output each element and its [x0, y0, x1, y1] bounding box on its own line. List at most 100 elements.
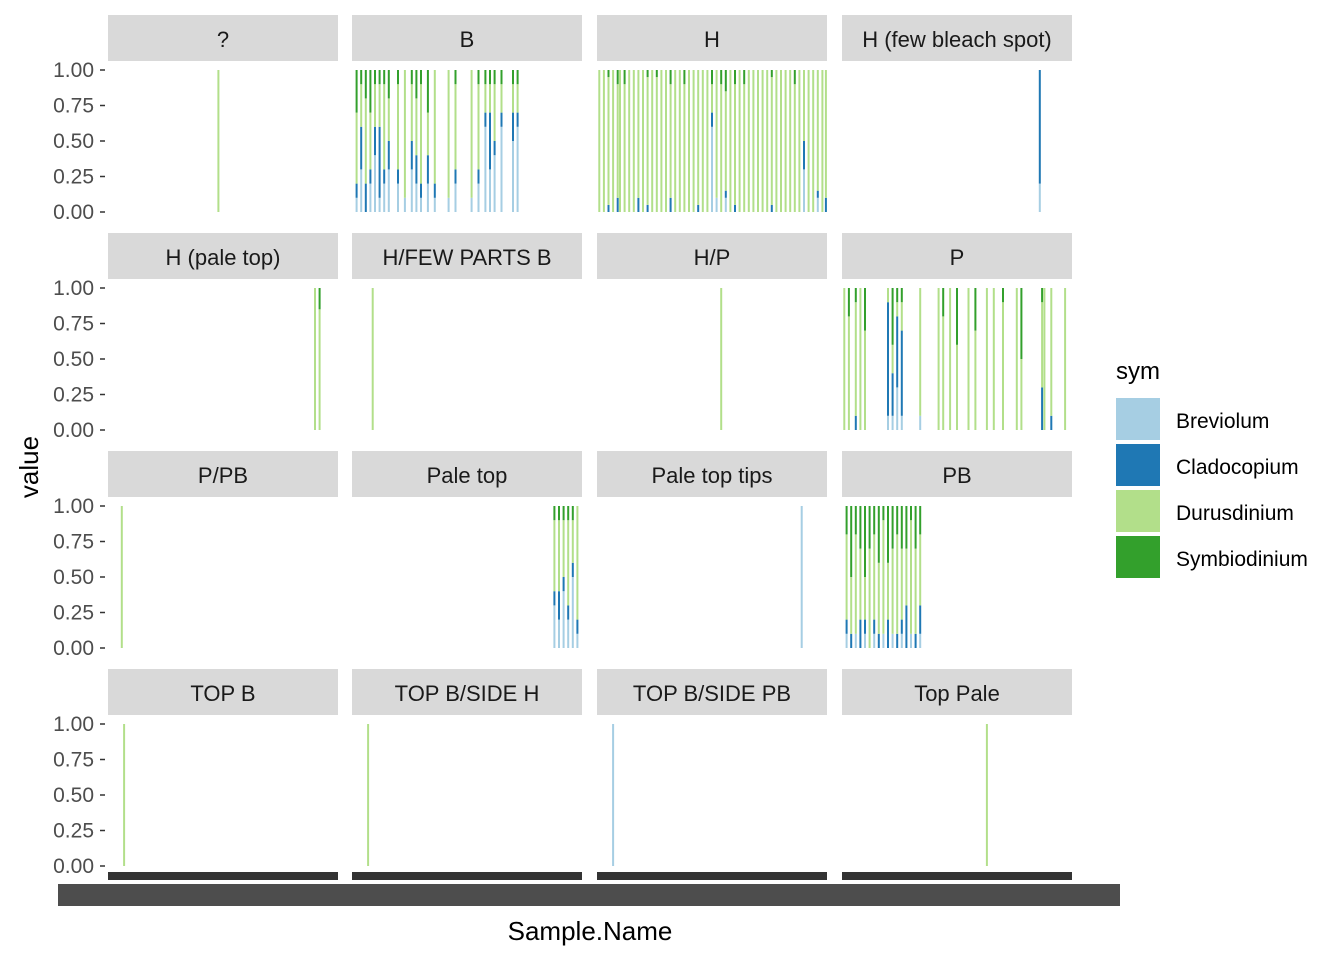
bar-segment-durusdinium [364, 98, 367, 184]
bar-segment-cladocopium [489, 112, 491, 170]
bar-segment-symbiodinium [864, 506, 866, 577]
y-tick-label: 0.00 [53, 419, 94, 442]
bar-segment-cladocopium [607, 204, 610, 212]
bar-segment-durusdinium [646, 77, 649, 205]
y-tick-label: 0.00 [53, 201, 94, 224]
bar-segment-symbiodinium [355, 70, 358, 113]
bar-segment-durusdinium [761, 70, 764, 212]
bar-segment-cladocopium [646, 204, 649, 212]
bar-segment-cladocopium [900, 330, 903, 416]
bar-segment-cladocopium [433, 183, 436, 198]
y-tick-label: 0.50 [53, 566, 94, 589]
facet-strip [352, 451, 582, 497]
bar-segment-durusdinium [415, 98, 418, 156]
bar-segment-durusdinium [859, 548, 862, 620]
x-ticks-dense [597, 872, 827, 880]
y-tick-label: 0.75 [53, 95, 94, 118]
bar-segment-breviolum [470, 197, 473, 212]
bar-segment-breviolum [484, 126, 487, 212]
bar-segment-symbiodinium [616, 70, 619, 85]
facet-panel: H [597, 15, 827, 212]
bar-segment-breviolum [882, 633, 885, 648]
facet-strip [597, 233, 827, 279]
bar-segment-durusdinium [318, 309, 321, 430]
bar-segment-cladocopium [724, 190, 727, 198]
bar-segment-breviolum [571, 577, 574, 648]
bar-segment-durusdinium [632, 70, 635, 212]
facet-panel: Pale top [352, 451, 582, 648]
bar-segment-durusdinium [598, 70, 601, 212]
x-axis-title: Sample.Name [508, 916, 673, 946]
bar-segment-durusdinium [724, 91, 727, 191]
bar-segment-cladocopium [576, 619, 579, 634]
bar-segment-durusdinium [919, 288, 922, 416]
facet-panel: ? 0.00 0.25 0.50 0.75 1.00 [53, 15, 338, 224]
bar-segment-cladocopium [383, 169, 386, 184]
x-ticks-dense [352, 872, 582, 880]
bar-segment-durusdinium [887, 562, 889, 620]
bar-segment-breviolum [816, 197, 819, 212]
legend-items: Breviolum Cladocopium Durusdinium Symbiodin… [1116, 398, 1308, 578]
bar-segment-durusdinium [896, 534, 899, 634]
bar-segment-breviolum [803, 169, 805, 212]
bar-segment-cladocopium [360, 126, 363, 170]
bar-segment-cladocopium [493, 141, 496, 156]
bar-segment-cladocopium [374, 126, 376, 156]
bar-segment-cladocopium [824, 197, 827, 212]
bar-segment-breviolum [493, 155, 496, 212]
bar-segment-symbiodinium [516, 70, 519, 85]
bar-segment-durusdinium [877, 562, 880, 634]
bar-segment-symbiodinium [743, 70, 746, 85]
bar-segment-symbiodinium [607, 70, 610, 78]
bar-segment-durusdinium [711, 84, 713, 113]
bar-segment-durusdinium [803, 70, 805, 141]
bar-segment-symbiodinium [669, 70, 672, 85]
bar-segment-durusdinium [882, 520, 885, 634]
x-tick-label-band [58, 884, 1120, 906]
bar-segment-cladocopium [770, 204, 773, 212]
y-tick-label: 1.00 [53, 59, 94, 82]
bar-segment-durusdinium [743, 84, 746, 212]
y-tick-label: 0.00 [53, 637, 94, 660]
bar-segment-durusdinium [887, 288, 889, 303]
bar-segment-cladocopium [854, 415, 857, 430]
bar-segment-cladocopium [562, 577, 565, 592]
bar-segment-symbiodinium [896, 288, 899, 303]
bar-segment-cladocopium [1038, 70, 1041, 184]
bar-segment-symbiodinium [896, 506, 899, 535]
facet-panel: P/PB 0.00 0.25 0.50 0.75 1.00 [53, 451, 338, 660]
bar-segment-durusdinium [770, 77, 773, 205]
bar-segment-breviolum [873, 633, 876, 648]
bar-segment-durusdinium [812, 70, 815, 212]
bar-segment-cladocopium [850, 633, 853, 648]
bar-segment-durusdinium [706, 70, 709, 212]
bar-segment-durusdinium [355, 112, 358, 184]
bar-segment-breviolum [800, 506, 803, 648]
bar-segment-durusdinium [992, 288, 995, 430]
bar-segment-symbiodinium [558, 506, 560, 521]
bar-segment-durusdinium [807, 70, 810, 212]
bar-segment-durusdinium [403, 70, 406, 198]
bar-segment-durusdinium [734, 84, 736, 205]
bar-segment-cladocopium [567, 605, 570, 620]
bar-segment-breviolum [369, 183, 372, 212]
bar-segment-cladocopium [420, 183, 422, 198]
bar-segment-durusdinium [843, 288, 846, 430]
bar-segment-durusdinium [900, 548, 903, 620]
bar-segment-breviolum [426, 183, 429, 212]
bar-segment-durusdinium [775, 70, 778, 212]
bar-segment-durusdinium [665, 70, 667, 212]
bar-segment-durusdinium [217, 70, 220, 212]
bar-segment-durusdinium [729, 70, 732, 212]
bar-segment-durusdinium [688, 70, 690, 212]
facet-panel: H (few bleach spot) [842, 15, 1072, 212]
bar-segment-symbiodinium [770, 70, 773, 78]
bar-segment-symbiodinium [360, 70, 363, 85]
bar-segment-symbiodinium [720, 70, 723, 85]
bar-segment-cladocopium [887, 619, 889, 648]
bar-segment-cladocopium [734, 204, 736, 212]
facet-strip [352, 669, 582, 715]
bar-segment-durusdinium [854, 302, 857, 416]
bar-segment-breviolum [477, 183, 480, 212]
bar-segment-cladocopium [1041, 387, 1044, 430]
